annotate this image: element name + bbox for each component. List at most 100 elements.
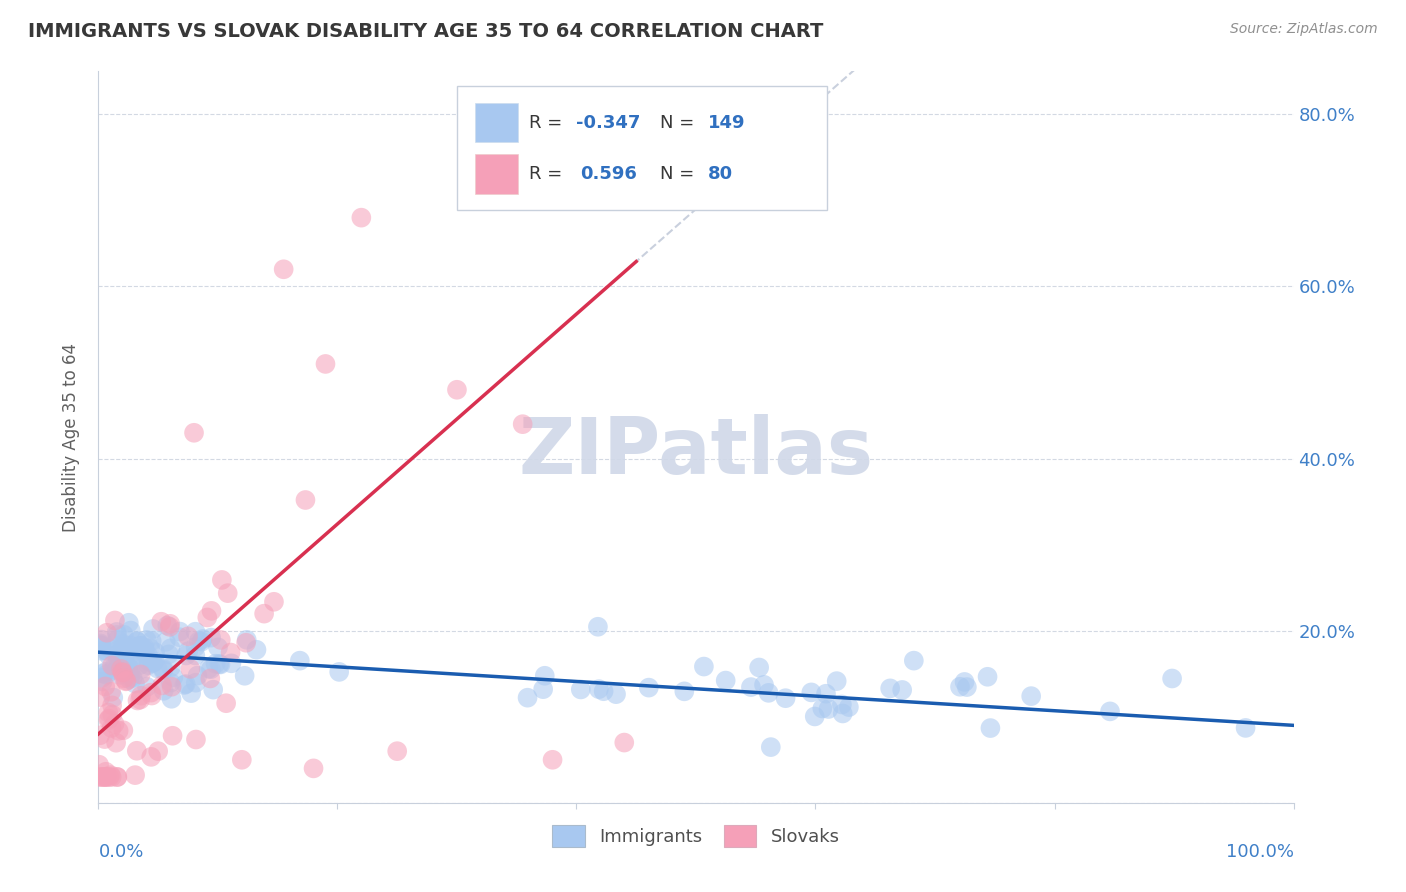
Point (139, 685, 162, 699)
Point (93, 770, 115, 784)
Point (104, 614, 127, 628)
Point (831, 698, 853, 712)
Point (758, 686, 780, 700)
Point (105, 628, 128, 642)
Point (115, 673, 138, 688)
Text: 149: 149 (709, 113, 745, 131)
Point (105, 664, 128, 678)
Point (129, 692, 152, 706)
Point (101, 707, 124, 722)
Point (184, 648, 207, 663)
Point (105, 644, 128, 658)
Point (135, 632, 157, 647)
Point (129, 640, 152, 654)
Point (131, 662, 153, 676)
Text: 0.596: 0.596 (581, 165, 637, 183)
Point (235, 632, 257, 647)
Point (136, 654, 159, 668)
Point (184, 675, 207, 690)
Point (110, 662, 132, 676)
Point (208, 657, 231, 671)
Point (162, 729, 184, 743)
Point (91, 674, 114, 689)
Point (103, 659, 125, 673)
Point (107, 632, 129, 647)
Point (117, 660, 139, 674)
Point (129, 689, 152, 703)
Point (693, 659, 716, 673)
Point (105, 770, 128, 784)
Point (134, 644, 156, 658)
Point (115, 674, 138, 689)
Point (328, 665, 350, 679)
Point (124, 676, 146, 690)
Point (979, 721, 1001, 735)
Point (752, 678, 775, 692)
Point (180, 686, 202, 700)
Point (162, 670, 184, 684)
Point (800, 685, 823, 699)
Point (134, 645, 156, 659)
Point (169, 624, 191, 639)
Point (186, 668, 208, 682)
Point (103, 717, 125, 731)
Point (111, 646, 134, 660)
Point (233, 669, 256, 683)
Point (177, 629, 200, 643)
Point (118, 672, 141, 686)
Legend: Immigrants, Slovaks: Immigrants, Slovaks (543, 816, 849, 856)
Point (385, 744, 409, 758)
Point (127, 643, 149, 657)
Point (101, 658, 124, 673)
Point (817, 702, 839, 716)
Point (714, 673, 737, 688)
Point (190, 634, 212, 648)
Point (97, 706, 120, 720)
Point (673, 684, 696, 698)
Text: 0.0%: 0.0% (98, 843, 143, 861)
Point (179, 662, 201, 676)
Point (202, 682, 225, 697)
Point (200, 662, 222, 676)
Point (879, 681, 901, 696)
Point (101, 698, 124, 713)
Point (825, 674, 848, 689)
Point (136, 648, 159, 662)
Point (219, 646, 242, 660)
Point (127, 693, 149, 707)
Point (146, 661, 169, 675)
Point (160, 680, 183, 694)
Point (129, 667, 152, 681)
Point (90, 636, 112, 650)
Point (129, 639, 152, 653)
Point (148, 744, 170, 758)
Point (98, 641, 121, 656)
Point (117, 662, 139, 676)
Point (150, 678, 173, 692)
Point (184, 732, 207, 747)
Point (105, 625, 128, 640)
Point (263, 595, 285, 609)
Point (110, 653, 132, 667)
Point (141, 689, 163, 703)
Point (118, 615, 141, 630)
Text: ZIPatlas: ZIPatlas (519, 414, 873, 490)
Point (169, 630, 191, 644)
Point (569, 682, 592, 697)
Point (121, 671, 143, 685)
Point (740, 680, 762, 694)
Point (315, 357, 337, 371)
Point (174, 648, 197, 663)
Point (89, 728, 111, 742)
Point (98, 648, 121, 663)
Point (107, 651, 129, 665)
Point (775, 691, 797, 706)
Point (831, 706, 853, 721)
Point (533, 669, 555, 683)
Point (177, 644, 200, 658)
Point (195, 610, 218, 624)
Point (100, 721, 122, 735)
Point (231, 753, 253, 767)
Point (159, 641, 181, 656)
Point (96, 625, 118, 640)
